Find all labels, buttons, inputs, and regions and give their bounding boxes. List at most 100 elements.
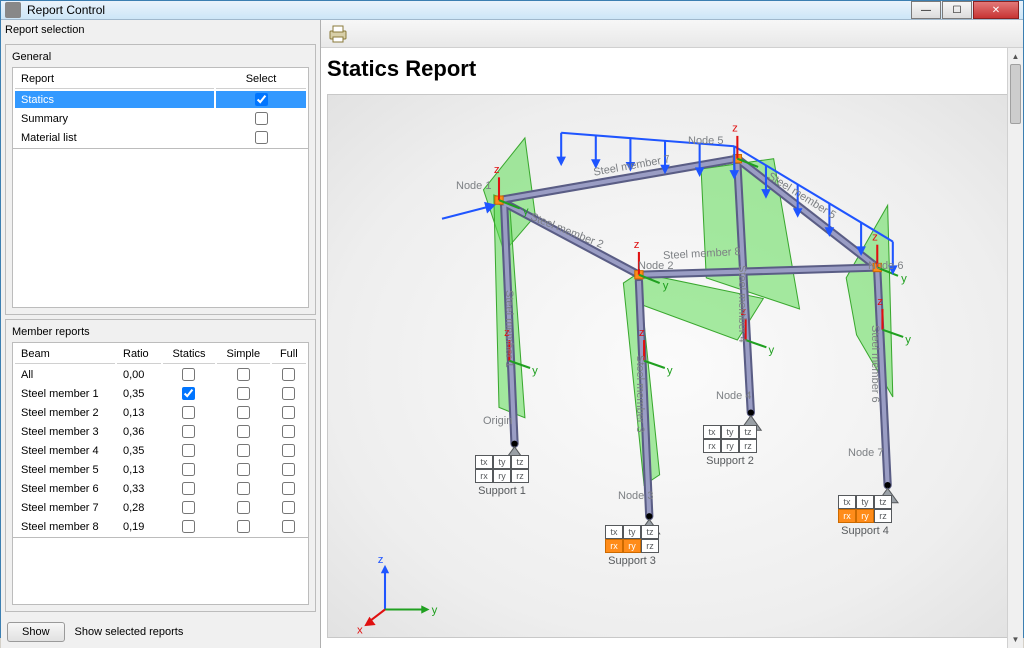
col-simple[interactable]: Simple <box>217 345 270 364</box>
member-ratio: 0,28 <box>117 499 161 516</box>
member-row[interactable]: Steel member 60,33 <box>15 480 306 497</box>
member-beam: Steel member 1 <box>15 385 115 402</box>
member-row[interactable]: Steel member 10,35 <box>15 385 306 402</box>
member-statics-check[interactable] <box>182 406 195 419</box>
print-icon[interactable] <box>327 24 349 44</box>
general-row[interactable]: Statics <box>15 91 306 108</box>
member-row[interactable]: Steel member 20,13 <box>15 404 306 421</box>
member-statics-check[interactable] <box>182 463 195 476</box>
support-1: txtytzrxryrz Support 1 <box>475 455 529 497</box>
report-scrollbar[interactable]: ▲ ▼ <box>1007 48 1023 648</box>
member-simple-check[interactable] <box>237 406 250 419</box>
member-statics-check[interactable] <box>182 482 195 495</box>
scroll-thumb[interactable] <box>1010 64 1021 124</box>
member-full-check[interactable] <box>282 520 295 533</box>
scroll-up-icon[interactable]: ▲ <box>1008 48 1023 64</box>
general-row[interactable]: Summary <box>15 110 306 127</box>
member-full-check[interactable] <box>282 406 295 419</box>
window-controls: — ☐ ✕ <box>911 1 1019 19</box>
figure-wrap: z y z y z z <box>321 94 1023 648</box>
show-button[interactable]: Show <box>7 622 65 642</box>
lbl-node5: Node 5 <box>688 135 723 147</box>
scroll-down-icon[interactable]: ▼ <box>1008 632 1023 648</box>
general-row[interactable]: Material list <box>15 129 306 146</box>
member-full-check[interactable] <box>282 387 295 400</box>
col-full[interactable]: Full <box>272 345 306 364</box>
member-row[interactable]: Steel member 70,28 <box>15 499 306 516</box>
body: Report selection General Report Select S… <box>1 20 1023 648</box>
structure-figure: z y z y z z <box>327 94 1013 638</box>
right-panel: Statics Report <box>321 20 1023 648</box>
lbl-node7: Node 7 <box>848 447 883 459</box>
member-simple-check[interactable] <box>237 425 250 438</box>
lbl-m1: Steel member 1 <box>503 290 515 368</box>
general-row-name: Summary <box>15 110 214 127</box>
svg-text:z: z <box>634 239 640 251</box>
member-simple-check[interactable] <box>237 368 250 381</box>
general-row-name: Statics <box>15 91 214 108</box>
member-beam: All <box>15 366 115 383</box>
lbl-node4: Node 4 <box>716 390 751 402</box>
support-4: txtytzrxryrz Support 4 <box>838 495 892 537</box>
member-beam: Steel member 2 <box>15 404 115 421</box>
lbl-node1: Node 1 <box>456 180 491 192</box>
minimize-button[interactable]: — <box>911 1 941 19</box>
svg-text:z: z <box>872 232 878 244</box>
member-full-check[interactable] <box>282 444 295 457</box>
svg-text:z: z <box>494 164 500 176</box>
col-ratio[interactable]: Ratio <box>117 345 161 364</box>
show-hint: Show selected reports <box>75 626 184 638</box>
member-simple-check[interactable] <box>237 463 250 476</box>
member-statics-check[interactable] <box>182 444 195 457</box>
svg-text:y: y <box>667 365 673 377</box>
member-simple-check[interactable] <box>237 520 250 533</box>
lbl-m6: Steel member 6 <box>869 325 881 403</box>
member-row[interactable]: Steel member 30,36 <box>15 423 306 440</box>
general-title: General <box>12 51 309 63</box>
svg-text:z: z <box>639 327 645 339</box>
member-row[interactable]: All0,00 <box>15 366 306 383</box>
member-row[interactable]: Steel member 50,13 <box>15 461 306 478</box>
col-report[interactable]: Report <box>15 70 214 89</box>
member-statics-check[interactable] <box>182 520 195 533</box>
member-statics-check[interactable] <box>182 501 195 514</box>
col-beam[interactable]: Beam <box>15 345 115 364</box>
member-statics-check[interactable] <box>182 425 195 438</box>
svg-text:y: y <box>532 365 538 377</box>
left-panel: Report selection General Report Select S… <box>1 20 321 648</box>
member-ratio: 0,00 <box>117 366 161 383</box>
member-full-check[interactable] <box>282 425 295 438</box>
maximize-button[interactable]: ☐ <box>942 1 972 19</box>
svg-text:y: y <box>901 273 907 285</box>
close-button[interactable]: ✕ <box>973 1 1019 19</box>
member-simple-check[interactable] <box>237 482 250 495</box>
general-row-check[interactable] <box>255 131 268 144</box>
svg-text:z: z <box>732 123 738 135</box>
col-statics[interactable]: Statics <box>163 345 215 364</box>
lbl-node2: Node 2 <box>638 260 673 272</box>
report-toolbar <box>321 20 1023 48</box>
titlebar: Report Control — ☐ ✕ <box>1 1 1023 20</box>
member-full-check[interactable] <box>282 463 295 476</box>
member-row[interactable]: Steel member 80,19 <box>15 518 306 535</box>
member-simple-check[interactable] <box>237 444 250 457</box>
member-table: Beam Ratio Statics Simple Full All0,00St… <box>12 342 309 538</box>
col-select[interactable]: Select <box>216 70 306 89</box>
member-row[interactable]: Steel member 40,35 <box>15 442 306 459</box>
member-full-check[interactable] <box>282 482 295 495</box>
member-simple-check[interactable] <box>237 501 250 514</box>
member-simple-check[interactable] <box>237 387 250 400</box>
support-3: txtytzrxryrz Support 3 <box>605 525 659 567</box>
member-ratio: 0,13 <box>117 461 161 478</box>
member-full-check[interactable] <box>282 368 295 381</box>
svg-text:y: y <box>432 605 438 617</box>
svg-text:z: z <box>378 554 384 566</box>
member-statics-check[interactable] <box>182 368 195 381</box>
window-title: Report Control <box>27 3 911 17</box>
general-row-check[interactable] <box>255 112 268 125</box>
member-ratio: 0,33 <box>117 480 161 497</box>
general-row-name: Material list <box>15 129 214 146</box>
member-full-check[interactable] <box>282 501 295 514</box>
general-row-check[interactable] <box>255 93 268 106</box>
member-statics-check[interactable] <box>182 387 195 400</box>
